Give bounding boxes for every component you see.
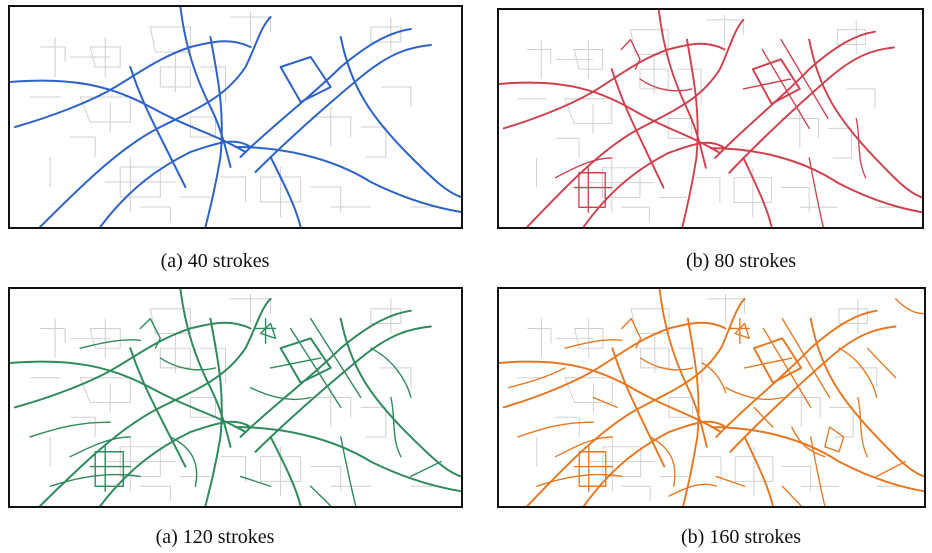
map-panel [8,287,463,508]
map-panel [8,5,463,229]
road-map [499,10,922,227]
map-panel [497,8,924,229]
caption: (b) 160 strokes [591,526,891,549]
map-panel [497,287,926,508]
road-map [499,289,924,506]
road-map [10,289,461,506]
figure: (a) 40 strokes (b) 80 strokes (a) 120 st… [0,0,932,553]
road-map [10,7,461,227]
caption: (a) 40 strokes [65,250,365,273]
caption: (a) 120 strokes [65,526,365,549]
caption: (b) 80 strokes [591,250,891,273]
